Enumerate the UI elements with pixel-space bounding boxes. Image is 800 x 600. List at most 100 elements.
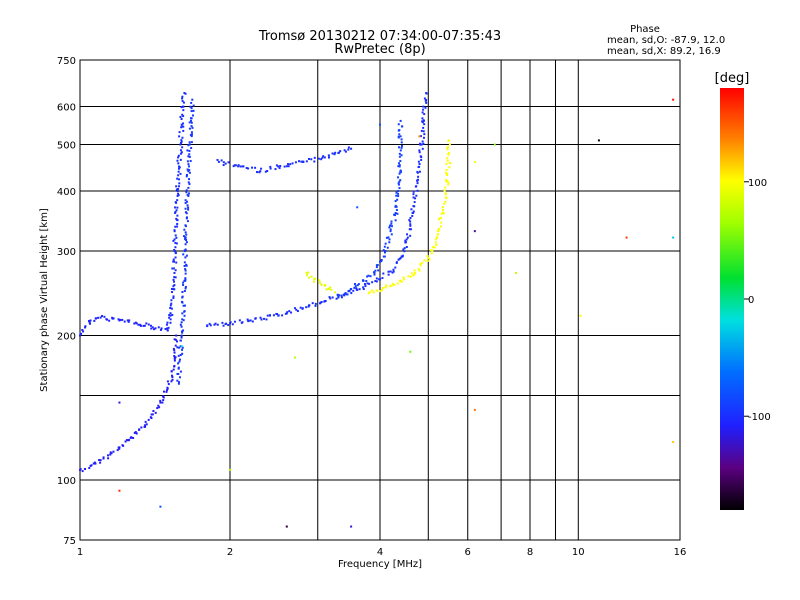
data-point <box>445 179 448 182</box>
data-point <box>625 236 628 239</box>
data-point <box>88 321 91 324</box>
data-point <box>177 354 180 357</box>
data-point <box>173 271 176 274</box>
data-point <box>175 242 178 245</box>
data-point <box>398 152 401 155</box>
data-point <box>166 387 169 390</box>
data-point <box>229 321 232 324</box>
data-point <box>395 191 398 194</box>
data-point <box>398 162 401 165</box>
data-point <box>367 292 370 295</box>
data-point <box>409 234 412 237</box>
data-point <box>343 293 346 296</box>
data-point <box>334 291 337 294</box>
data-point <box>435 243 438 246</box>
data-point <box>389 285 392 288</box>
data-point <box>174 256 177 259</box>
data-point <box>180 151 183 154</box>
data-point <box>408 228 411 231</box>
data-point <box>416 189 419 192</box>
data-point <box>418 151 421 154</box>
data-point <box>173 284 176 287</box>
data-point <box>164 327 167 330</box>
data-point <box>174 338 177 341</box>
data-point <box>134 431 137 434</box>
data-point <box>187 208 190 211</box>
data-point <box>160 327 163 330</box>
data-point <box>187 165 190 168</box>
data-point <box>672 441 675 444</box>
data-point <box>184 243 187 246</box>
data-point <box>422 136 425 139</box>
data-point <box>443 189 446 192</box>
data-point <box>184 92 187 95</box>
data-point <box>185 212 188 215</box>
data-point <box>188 127 191 130</box>
data-point <box>405 245 408 248</box>
data-point <box>170 370 173 373</box>
data-point <box>190 107 193 110</box>
data-point <box>227 324 230 327</box>
data-point <box>336 293 339 296</box>
data-point <box>181 312 184 315</box>
data-point <box>429 249 432 252</box>
data-point <box>173 357 176 360</box>
data-point <box>353 286 356 289</box>
data-point <box>247 319 250 322</box>
data-point <box>368 282 371 285</box>
data-point <box>275 312 278 315</box>
data-point <box>188 183 191 186</box>
data-point <box>307 305 310 308</box>
data-point <box>411 212 414 215</box>
data-point <box>187 186 190 189</box>
data-point <box>389 228 392 231</box>
data-point <box>181 95 184 98</box>
data-point <box>423 97 426 100</box>
data-point <box>420 129 423 132</box>
data-point <box>182 319 185 322</box>
data-point <box>403 247 406 250</box>
data-point <box>579 314 582 317</box>
data-point <box>277 165 280 168</box>
data-point <box>241 321 244 324</box>
data-point <box>173 349 176 352</box>
data-point <box>132 437 135 440</box>
data-point <box>94 462 97 465</box>
y-axis-ticks: 75 100 200 300 400 500 600 750 <box>57 56 76 547</box>
data-point <box>190 141 193 144</box>
data-point <box>176 222 179 225</box>
data-point <box>177 170 180 173</box>
data-point <box>172 239 175 242</box>
data-point <box>433 246 436 249</box>
data-point <box>191 126 194 129</box>
data-point <box>186 168 189 171</box>
data-point <box>417 160 420 163</box>
y-tick-label: 400 <box>57 187 76 198</box>
data-point <box>174 206 177 209</box>
data-point <box>390 220 393 223</box>
data-point <box>184 224 187 227</box>
data-point <box>100 315 103 318</box>
data-point <box>121 318 124 321</box>
data-point <box>426 255 429 258</box>
data-point <box>376 264 379 267</box>
data-point <box>406 233 409 236</box>
data-point <box>182 105 185 108</box>
data-point <box>473 160 476 163</box>
data-point <box>150 413 153 416</box>
data-point <box>79 468 81 471</box>
data-point <box>313 160 316 163</box>
data-point <box>222 161 225 164</box>
data-point <box>314 302 317 305</box>
data-point <box>362 288 365 291</box>
data-point <box>398 164 401 167</box>
data-point <box>166 380 169 383</box>
data-point <box>249 319 252 322</box>
data-point <box>183 235 186 238</box>
data-point <box>339 150 342 153</box>
data-point <box>184 231 187 234</box>
data-point <box>415 194 418 197</box>
data-point <box>393 283 396 286</box>
data-point <box>330 288 333 291</box>
data-point <box>411 214 414 217</box>
